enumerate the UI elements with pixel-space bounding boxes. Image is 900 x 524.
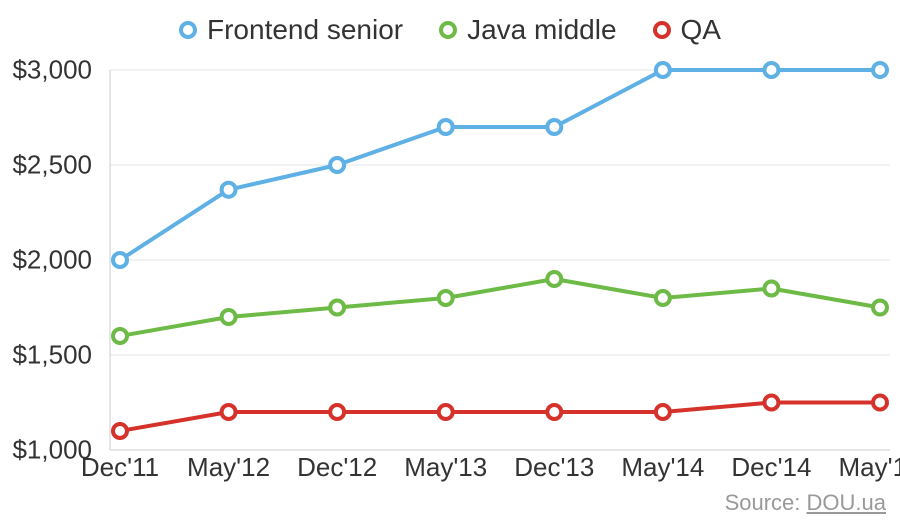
plot-area (110, 70, 890, 450)
data-point (439, 291, 453, 305)
x-tick-label: May'14 (621, 452, 704, 483)
data-point (330, 301, 344, 315)
source-prefix: Source: (725, 490, 807, 515)
source-attribution: Source: DOU.ua (725, 490, 886, 516)
x-tick-label: May'13 (404, 452, 487, 483)
y-tick-label: $2,500 (12, 150, 92, 181)
legend: Frontend senior Java middle QA (0, 14, 900, 46)
x-tick-label: Dec'11 (81, 452, 159, 483)
x-tick-label: May'15 (838, 452, 900, 483)
data-point (764, 282, 778, 296)
x-tick-label: Dec'13 (514, 452, 594, 483)
data-point (222, 183, 236, 197)
legend-marker-icon (439, 21, 457, 39)
legend-label: Java middle (467, 14, 616, 46)
data-point (656, 405, 670, 419)
data-point (547, 272, 561, 286)
legend-item: Frontend senior (179, 14, 403, 46)
data-point (113, 424, 127, 438)
legend-item: QA (653, 14, 721, 46)
data-point (547, 120, 561, 134)
data-point (656, 291, 670, 305)
x-tick-label: Dec'12 (297, 452, 377, 483)
data-point (764, 63, 778, 77)
data-point (330, 405, 344, 419)
y-tick-label: $2,000 (12, 245, 92, 276)
salary-chart: Frontend seniorJava middleQA $1,000$1,50… (0, 0, 900, 524)
data-point (330, 158, 344, 172)
legend-label: QA (681, 14, 721, 46)
x-tick-label: May'12 (187, 452, 270, 483)
data-point (873, 396, 887, 410)
data-point (764, 396, 778, 410)
x-tick-label: Dec'14 (731, 452, 811, 483)
y-axis-labels: $1,000$1,500$2,000$2,500$3,000 (0, 70, 100, 450)
data-point (656, 63, 670, 77)
data-point (873, 63, 887, 77)
data-point (439, 120, 453, 134)
legend-marker-icon (653, 21, 671, 39)
source-link[interactable]: DOU.ua (807, 490, 886, 515)
data-point (113, 329, 127, 343)
y-tick-label: $1,500 (12, 340, 92, 371)
data-point (113, 253, 127, 267)
y-tick-label: $3,000 (12, 55, 92, 86)
data-point (873, 301, 887, 315)
data-point (439, 405, 453, 419)
legend-marker-icon (179, 21, 197, 39)
x-axis-labels: Dec'11May'12Dec'12May'13Dec'13May'14Dec'… (110, 452, 890, 492)
legend-item: Java middle (439, 14, 616, 46)
data-point (222, 405, 236, 419)
data-point (222, 310, 236, 324)
legend-label: Frontend senior (207, 14, 403, 46)
data-point (547, 405, 561, 419)
